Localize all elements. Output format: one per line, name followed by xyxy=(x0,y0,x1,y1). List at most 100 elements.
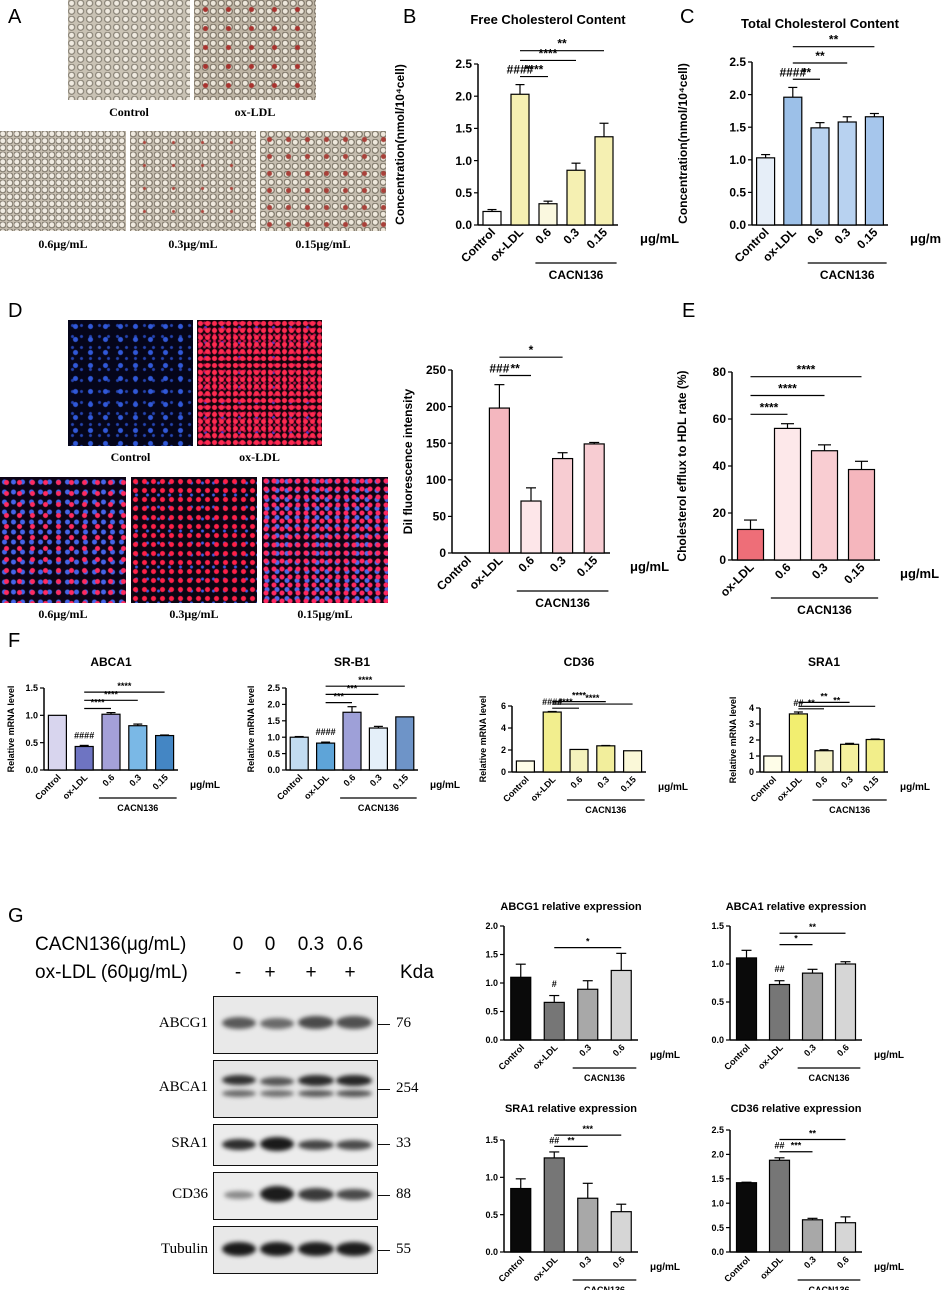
chart-b-ytick-label: 2.0 xyxy=(455,89,472,103)
chart-g2-ytick-label: 0.0 xyxy=(711,1035,724,1045)
chart-f3-unit: μg/mL xyxy=(658,782,688,793)
caption-0-15: 0.15μg/mL xyxy=(295,237,351,251)
chart-c-ylabel: Concentration(nmol/10⁴cell) xyxy=(676,63,690,224)
chart-f3-category-label: ox-LDL xyxy=(529,774,558,803)
chart-g1-sig-label: # xyxy=(552,979,557,989)
chart-d-bar xyxy=(520,500,542,554)
chart-b-bar xyxy=(538,203,558,226)
chart-e-category-label: 0.15 xyxy=(841,560,868,587)
wb-cacn-val-4: 0.6 xyxy=(336,934,364,955)
chart-b-ytick-label: 2.5 xyxy=(455,57,472,71)
chart-f3-sig-label: **** xyxy=(585,693,600,703)
chart-g3-sig-label: ** xyxy=(567,1135,575,1145)
chart-e-ytick-label: 20 xyxy=(713,506,727,520)
chart-d-category-label: 0.6 xyxy=(515,553,537,575)
chart-f3-bar xyxy=(569,748,589,773)
chart-g1-group-label: CACN136 xyxy=(584,1073,625,1083)
chart-g1-bar xyxy=(543,1001,565,1041)
chart-f2-ytick-label: 0.0 xyxy=(267,765,280,775)
chart-b-group-label: CACN136 xyxy=(549,268,604,282)
chart-f1-sig-label: **** xyxy=(117,681,132,691)
chart-d-bar xyxy=(583,443,605,554)
chart-f4-ytick-label: 4 xyxy=(749,703,754,713)
chart-f3-ytick-label: 4 xyxy=(501,723,506,733)
chart-g1-unit: μg/mL xyxy=(650,1050,680,1061)
chart-d-ytick-label: 250 xyxy=(426,363,446,377)
wb-cacn-val-2: 0 xyxy=(264,934,276,955)
chart-g1-category-label: ox-LDL xyxy=(531,1042,560,1071)
fluorescence-0-15 xyxy=(262,477,388,603)
chart-f1-group-label: CACN136 xyxy=(117,803,158,813)
chart-g1-bar xyxy=(577,988,599,1041)
chart-f4-title: SRA1 xyxy=(808,655,840,669)
chart-b-sig-label: ** xyxy=(557,37,567,51)
chart-b-ytick-label: 1.0 xyxy=(455,154,472,168)
chart-c-group-label: CACN136 xyxy=(820,268,875,282)
chart-c-ytick-label: 1.0 xyxy=(729,153,746,167)
chart-f2-unit: μg/mL xyxy=(430,780,460,791)
chart-g3-category-label: Control xyxy=(496,1254,526,1284)
chart-f3-category-label: 0.3 xyxy=(595,774,611,790)
wb-kda-value-2: 254 xyxy=(396,1080,419,1096)
chart-g2-title: ABCA1 relative expression xyxy=(726,901,867,913)
wb-kda-tick-5 xyxy=(378,1250,390,1251)
chart-b-bar xyxy=(566,169,586,226)
chart-g1-title: ABCG1 relative expression xyxy=(500,901,642,913)
chart-f3-ytick-label: 2 xyxy=(501,745,506,755)
chart-b-ytick-label: 0.5 xyxy=(455,186,472,200)
chart-g1-ytick-label: 1.0 xyxy=(485,978,498,988)
chart-g1-ytick-label: 0.5 xyxy=(485,1007,498,1017)
chart-g2-bar xyxy=(801,972,824,1041)
chart-c-bar xyxy=(755,157,776,226)
fluorescence-control xyxy=(68,320,193,446)
chart-g1-ytick-label: 1.5 xyxy=(485,950,498,960)
chart-f1-bar xyxy=(101,713,121,771)
chart-c-bar xyxy=(837,121,857,226)
wb-oxldl-val-4: + xyxy=(344,962,356,983)
chart-g2-category-label: ox-LDL xyxy=(756,1042,785,1071)
chart-g4-title: CD36 relative expression xyxy=(731,1103,862,1115)
chart-f1-sig-label: #### xyxy=(74,730,94,740)
chart-d-sig-label: ** xyxy=(511,361,521,375)
chart-c-category-label: 0.15 xyxy=(854,225,881,252)
chart-g3-unit: μg/mL xyxy=(650,1262,680,1273)
chart-e-category-label: 0.3 xyxy=(809,560,831,582)
chart-d-ylabel: DiI fluorescence intensity xyxy=(401,388,415,534)
chart-d-ytick-label: 50 xyxy=(433,510,447,524)
wb-kda-value-3: 33 xyxy=(396,1135,411,1151)
chart-f2-sig-label: *** xyxy=(334,692,345,702)
wb-oxldl-val-3: + xyxy=(305,962,317,983)
chart-f1-ytick-label: 0.5 xyxy=(25,738,38,748)
chart-f3-group-label: CACN136 xyxy=(585,805,626,815)
chart-g3-group-label: CACN136 xyxy=(584,1285,625,1290)
chart-g3-ytick-label: 1.5 xyxy=(485,1135,498,1145)
wb-protein-tubulin: Tubulin xyxy=(161,1241,208,1257)
chart-g4-bar xyxy=(834,1222,857,1253)
chart-g3-bar xyxy=(510,1187,532,1253)
chart-g4-bar xyxy=(801,1219,824,1253)
caption-0-3: 0.3μg/mL xyxy=(168,237,218,251)
chart-g4-sig-label: ** xyxy=(809,1129,817,1139)
chart-f1-bar xyxy=(155,734,175,771)
wb-protein-sra1: SRA1 xyxy=(171,1135,208,1151)
wb-blot-sra1 xyxy=(213,1124,378,1166)
panel-label-f: F xyxy=(8,630,21,652)
chart-g4-category-label: oxLDL xyxy=(758,1254,785,1281)
chart-g2-ytick-label: 0.5 xyxy=(711,997,724,1007)
chart-c-ytick-label: 2.0 xyxy=(729,88,746,102)
wb-blot-abcg1 xyxy=(213,996,378,1054)
chart-e-ytick-label: 0 xyxy=(719,553,726,567)
chart-e-sig-label: **** xyxy=(760,400,779,414)
chart-f1-ytick-label: 1.5 xyxy=(25,683,38,693)
chart-f2-category-label: 0.3 xyxy=(368,772,384,788)
chart-f2-bar xyxy=(395,716,415,771)
chart-g2-sig-label: ## xyxy=(774,964,784,974)
wb-kda-value-5: 55 xyxy=(396,1241,411,1257)
chart-f2-bar xyxy=(316,742,336,771)
chart-d-unit: μg/mL xyxy=(630,559,669,574)
chart-d-category-label: ox-LDL xyxy=(466,553,505,592)
chart-b-bar xyxy=(594,136,614,226)
chart-e-ytick-label: 40 xyxy=(713,459,727,473)
chart-f2-title: SR-B1 xyxy=(334,655,370,669)
chart-f2-category-label: Control xyxy=(275,772,305,802)
